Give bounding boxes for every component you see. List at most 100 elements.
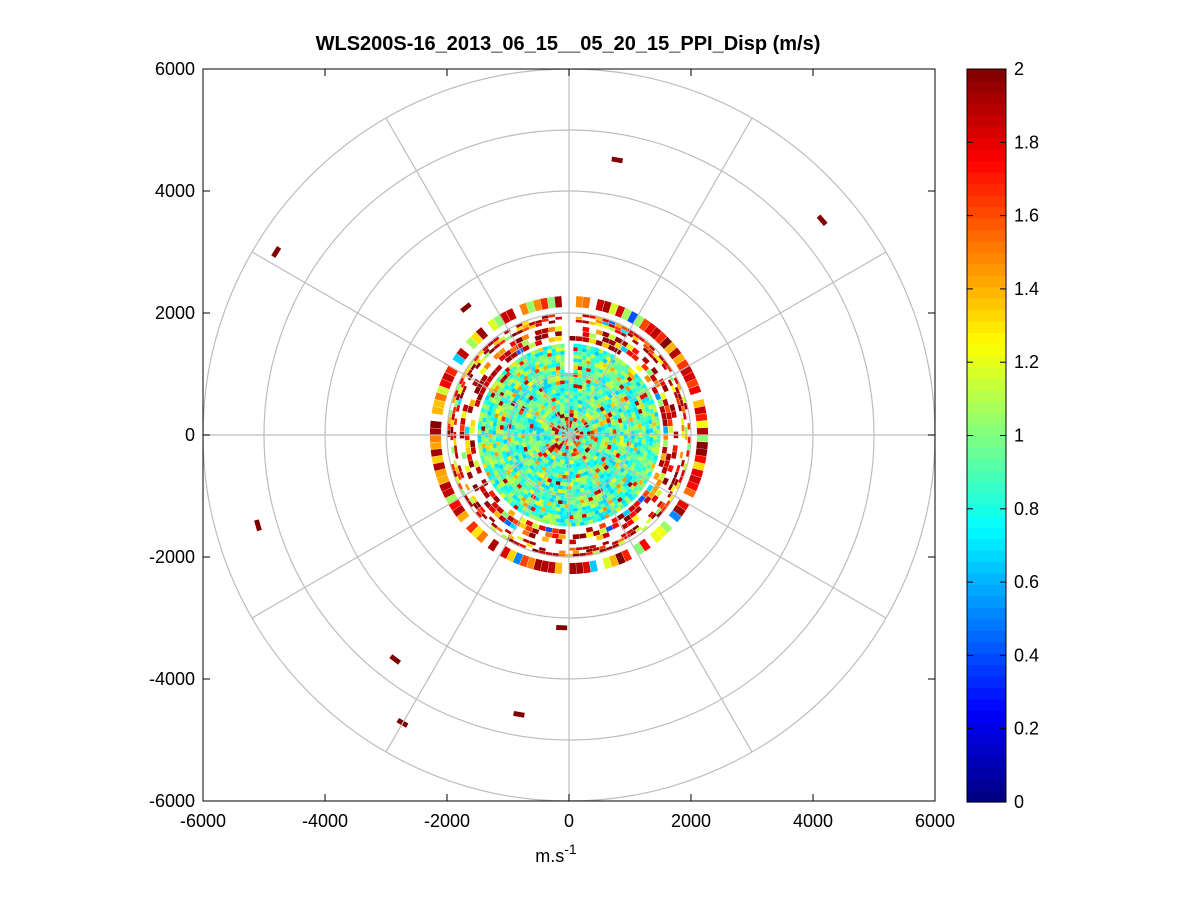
ppi-cell	[534, 384, 541, 391]
ppi-ring-cell	[679, 399, 684, 407]
ppi-cell	[550, 393, 557, 399]
ppi-ring-cell	[595, 319, 603, 324]
ppi-ring-cell	[534, 339, 543, 347]
ppi-cell	[515, 501, 521, 508]
ppi-cell	[525, 426, 530, 432]
ppi-cell	[495, 456, 501, 462]
ppi-ring-cell	[526, 300, 536, 314]
polar-spoke	[568, 434, 887, 619]
ppi-cell	[559, 395, 565, 400]
ppi-ring-cell	[452, 353, 466, 366]
ppi-cell	[569, 391, 574, 395]
ppi-cell	[623, 377, 629, 384]
ppi-cell	[551, 389, 557, 395]
ppi-cell	[610, 483, 617, 490]
ppi-cell	[630, 478, 636, 484]
ppi-cell	[569, 387, 574, 392]
ppi-cell	[478, 446, 483, 452]
ppi-cell	[608, 464, 615, 470]
ppi-cell	[590, 511, 596, 517]
ppi-cell	[563, 441, 568, 446]
ppi-cell	[515, 444, 520, 450]
ppi-ring-cell	[535, 319, 543, 324]
ppi-cell	[523, 457, 530, 464]
ppi-cell	[597, 389, 604, 395]
ppi-ring-cell	[483, 352, 491, 359]
ppi-cell	[562, 500, 567, 505]
ppi-ring-cell	[682, 463, 688, 471]
ppi-cell	[592, 518, 598, 524]
ppi-cell	[604, 441, 609, 447]
ppi-cell	[580, 418, 587, 425]
ppi-cell	[521, 496, 527, 503]
ppi-cell	[618, 422, 624, 428]
ppi-cell	[636, 445, 642, 451]
ppi-cell	[542, 452, 548, 458]
ppi-cell	[599, 401, 606, 407]
ppi-ring-cell	[696, 427, 709, 435]
ppi-cell	[632, 377, 639, 384]
ppi-ring-cell	[631, 514, 640, 523]
ppi-cell	[555, 355, 561, 360]
ppi-ring-cell	[661, 446, 668, 454]
ppi-cell	[596, 517, 602, 522]
ppi-ring-cell	[480, 374, 488, 383]
ppi-cell	[626, 408, 632, 415]
ppi-cell	[538, 391, 545, 397]
ppi-cell	[573, 384, 579, 389]
ppi-ring-cell	[522, 320, 530, 326]
ppi-cell	[511, 494, 518, 500]
ppi-ring-cell	[682, 412, 687, 420]
ppi-cell	[590, 499, 596, 505]
ppi-cell	[546, 345, 552, 350]
ppi-cell	[603, 488, 610, 495]
ppi-cell	[564, 383, 569, 388]
ppi-cell	[516, 483, 523, 490]
ppi-ring-cell	[614, 322, 622, 328]
ppi-ring-cell	[651, 386, 659, 395]
ppi-ring-cell	[643, 340, 651, 347]
ppi-cell	[564, 460, 569, 465]
ppi-cell	[532, 467, 538, 474]
colorbar-step	[967, 91, 1006, 104]
ppi-ring-cell	[680, 459, 685, 467]
colorbar-step	[967, 481, 1006, 494]
ppi-cell	[529, 404, 536, 411]
ppi-cell	[537, 463, 544, 469]
ppi-cell	[575, 522, 581, 527]
ppi-cell	[528, 437, 533, 442]
ppi-cell	[627, 389, 634, 395]
ppi-cell	[632, 486, 639, 493]
ppi-cell	[598, 496, 604, 502]
ppi-cell	[617, 358, 624, 365]
ppi-cell	[598, 356, 604, 362]
ppi-cell	[560, 350, 565, 355]
ppi-cell	[557, 462, 563, 468]
ppi-cell	[641, 407, 647, 413]
ppi-ring-cell	[695, 413, 708, 422]
ppi-cell	[618, 480, 625, 486]
ppi-cell	[518, 409, 524, 416]
colorbar-step	[967, 790, 1006, 803]
ppi-cell	[586, 352, 592, 358]
ppi-cell	[641, 439, 646, 444]
ppi-cell	[505, 451, 511, 458]
ppi-cell	[488, 406, 494, 412]
ppi-cell	[492, 459, 498, 465]
ppi-cell	[628, 447, 634, 453]
ppi-cell	[604, 483, 611, 489]
ppi-cell	[632, 446, 638, 452]
ppi-cell	[538, 366, 544, 372]
ppi-cell	[631, 462, 637, 468]
ppi-cell	[510, 476, 517, 483]
colorbar-step	[967, 595, 1006, 608]
ppi-cell	[524, 499, 531, 505]
ppi-ring-cell	[479, 386, 487, 395]
outlier-segment	[556, 625, 568, 631]
ppi-cell	[536, 456, 543, 463]
ppi-ring-cell	[555, 331, 562, 337]
ppi-ring-cell	[451, 396, 457, 404]
ppi-cell	[523, 446, 528, 452]
ppi-cell	[496, 381, 503, 387]
ppi-cell	[496, 404, 502, 410]
